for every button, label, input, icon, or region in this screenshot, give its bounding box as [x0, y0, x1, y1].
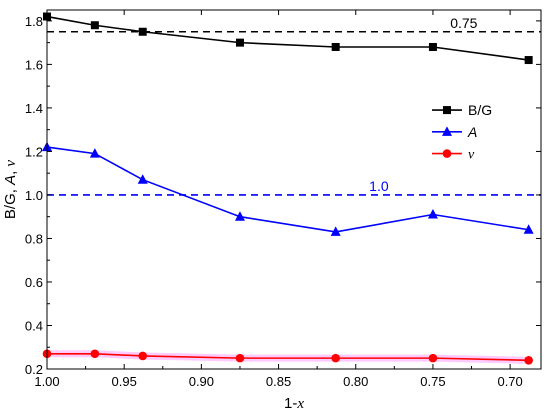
- reference-line-label: 1.0: [369, 178, 389, 194]
- y-tick-label: 1.0: [25, 188, 43, 203]
- y-tick-label: 1.4: [25, 101, 43, 116]
- data-point: [523, 224, 534, 234]
- data-point: [330, 226, 341, 236]
- legend: B/G Aν: [432, 102, 492, 163]
- y-axis-title-part-4: ν: [3, 160, 19, 167]
- data-point: [89, 148, 100, 158]
- y-tick-label: 0.8: [25, 231, 43, 246]
- x-axis-title: 1-x: [284, 395, 304, 412]
- series-layer: [42, 12, 534, 365]
- data-point: [235, 353, 245, 363]
- x-tick-label: 0.90: [189, 374, 214, 389]
- series-1: [42, 141, 534, 236]
- x-tick-label: 0.95: [112, 374, 137, 389]
- legend-entry: ν: [432, 148, 475, 163]
- x-tick-label: 0.85: [266, 374, 291, 389]
- y-tick-label: 1.6: [25, 57, 43, 72]
- data-point: [524, 355, 533, 365]
- y-tick-label: 0.6: [25, 275, 43, 290]
- plot-frame: [46, 9, 542, 370]
- legend-label: B/G: [468, 102, 492, 118]
- legend-marker: [442, 149, 452, 158]
- y-tick-label: 1.2: [25, 144, 43, 159]
- x-tick-label: 0.75: [420, 374, 445, 389]
- x-axis-title-main: 1-: [284, 395, 297, 412]
- data-point: [138, 351, 148, 361]
- y-tick-label: 0.4: [25, 318, 43, 333]
- x-axis-title-var: x: [296, 396, 304, 412]
- legend-marker: [442, 126, 452, 136]
- y-axis-title-part-1: B/G,: [2, 185, 19, 219]
- reference-line-label: 0.75: [450, 15, 477, 31]
- legend-entry: A: [432, 124, 477, 140]
- data-point: [234, 211, 245, 221]
- data-point: [90, 21, 99, 30]
- data-point: [331, 42, 340, 51]
- x-tick-label: 0.70: [497, 374, 522, 389]
- y-axis-title-part-2: A: [2, 175, 19, 186]
- reference-lines: 0.75 1.0: [47, 15, 541, 196]
- data-point: [331, 353, 340, 363]
- data-point: [524, 56, 533, 65]
- data-point: [137, 174, 148, 184]
- y-tick-label: 0.2: [25, 362, 43, 377]
- legend-label: A: [467, 124, 477, 140]
- data-point: [138, 27, 147, 36]
- legend-label: ν: [468, 148, 475, 163]
- legend-entry: B/G: [432, 102, 492, 118]
- y-axis-title-part-3: ,: [2, 167, 19, 175]
- data-point: [428, 353, 438, 363]
- y-axis-title: B/G, A, ν: [2, 160, 19, 220]
- series-line: [46, 146, 529, 233]
- data-point: [90, 349, 100, 359]
- x-tick-label: 0.80: [343, 374, 368, 389]
- data-point: [428, 42, 437, 51]
- series-2: [42, 349, 533, 365]
- data-point: [427, 209, 438, 219]
- y-tick-label: 1.8: [25, 14, 43, 29]
- axes: 1.00 0.95 0.90 0.85 0.80 0.75 0.70 0.2 0.4 0.6 0.8…: [25, 10, 541, 389]
- x-tick-label: 1.00: [34, 374, 59, 389]
- data-point: [235, 38, 244, 47]
- legend-marker: [443, 106, 451, 115]
